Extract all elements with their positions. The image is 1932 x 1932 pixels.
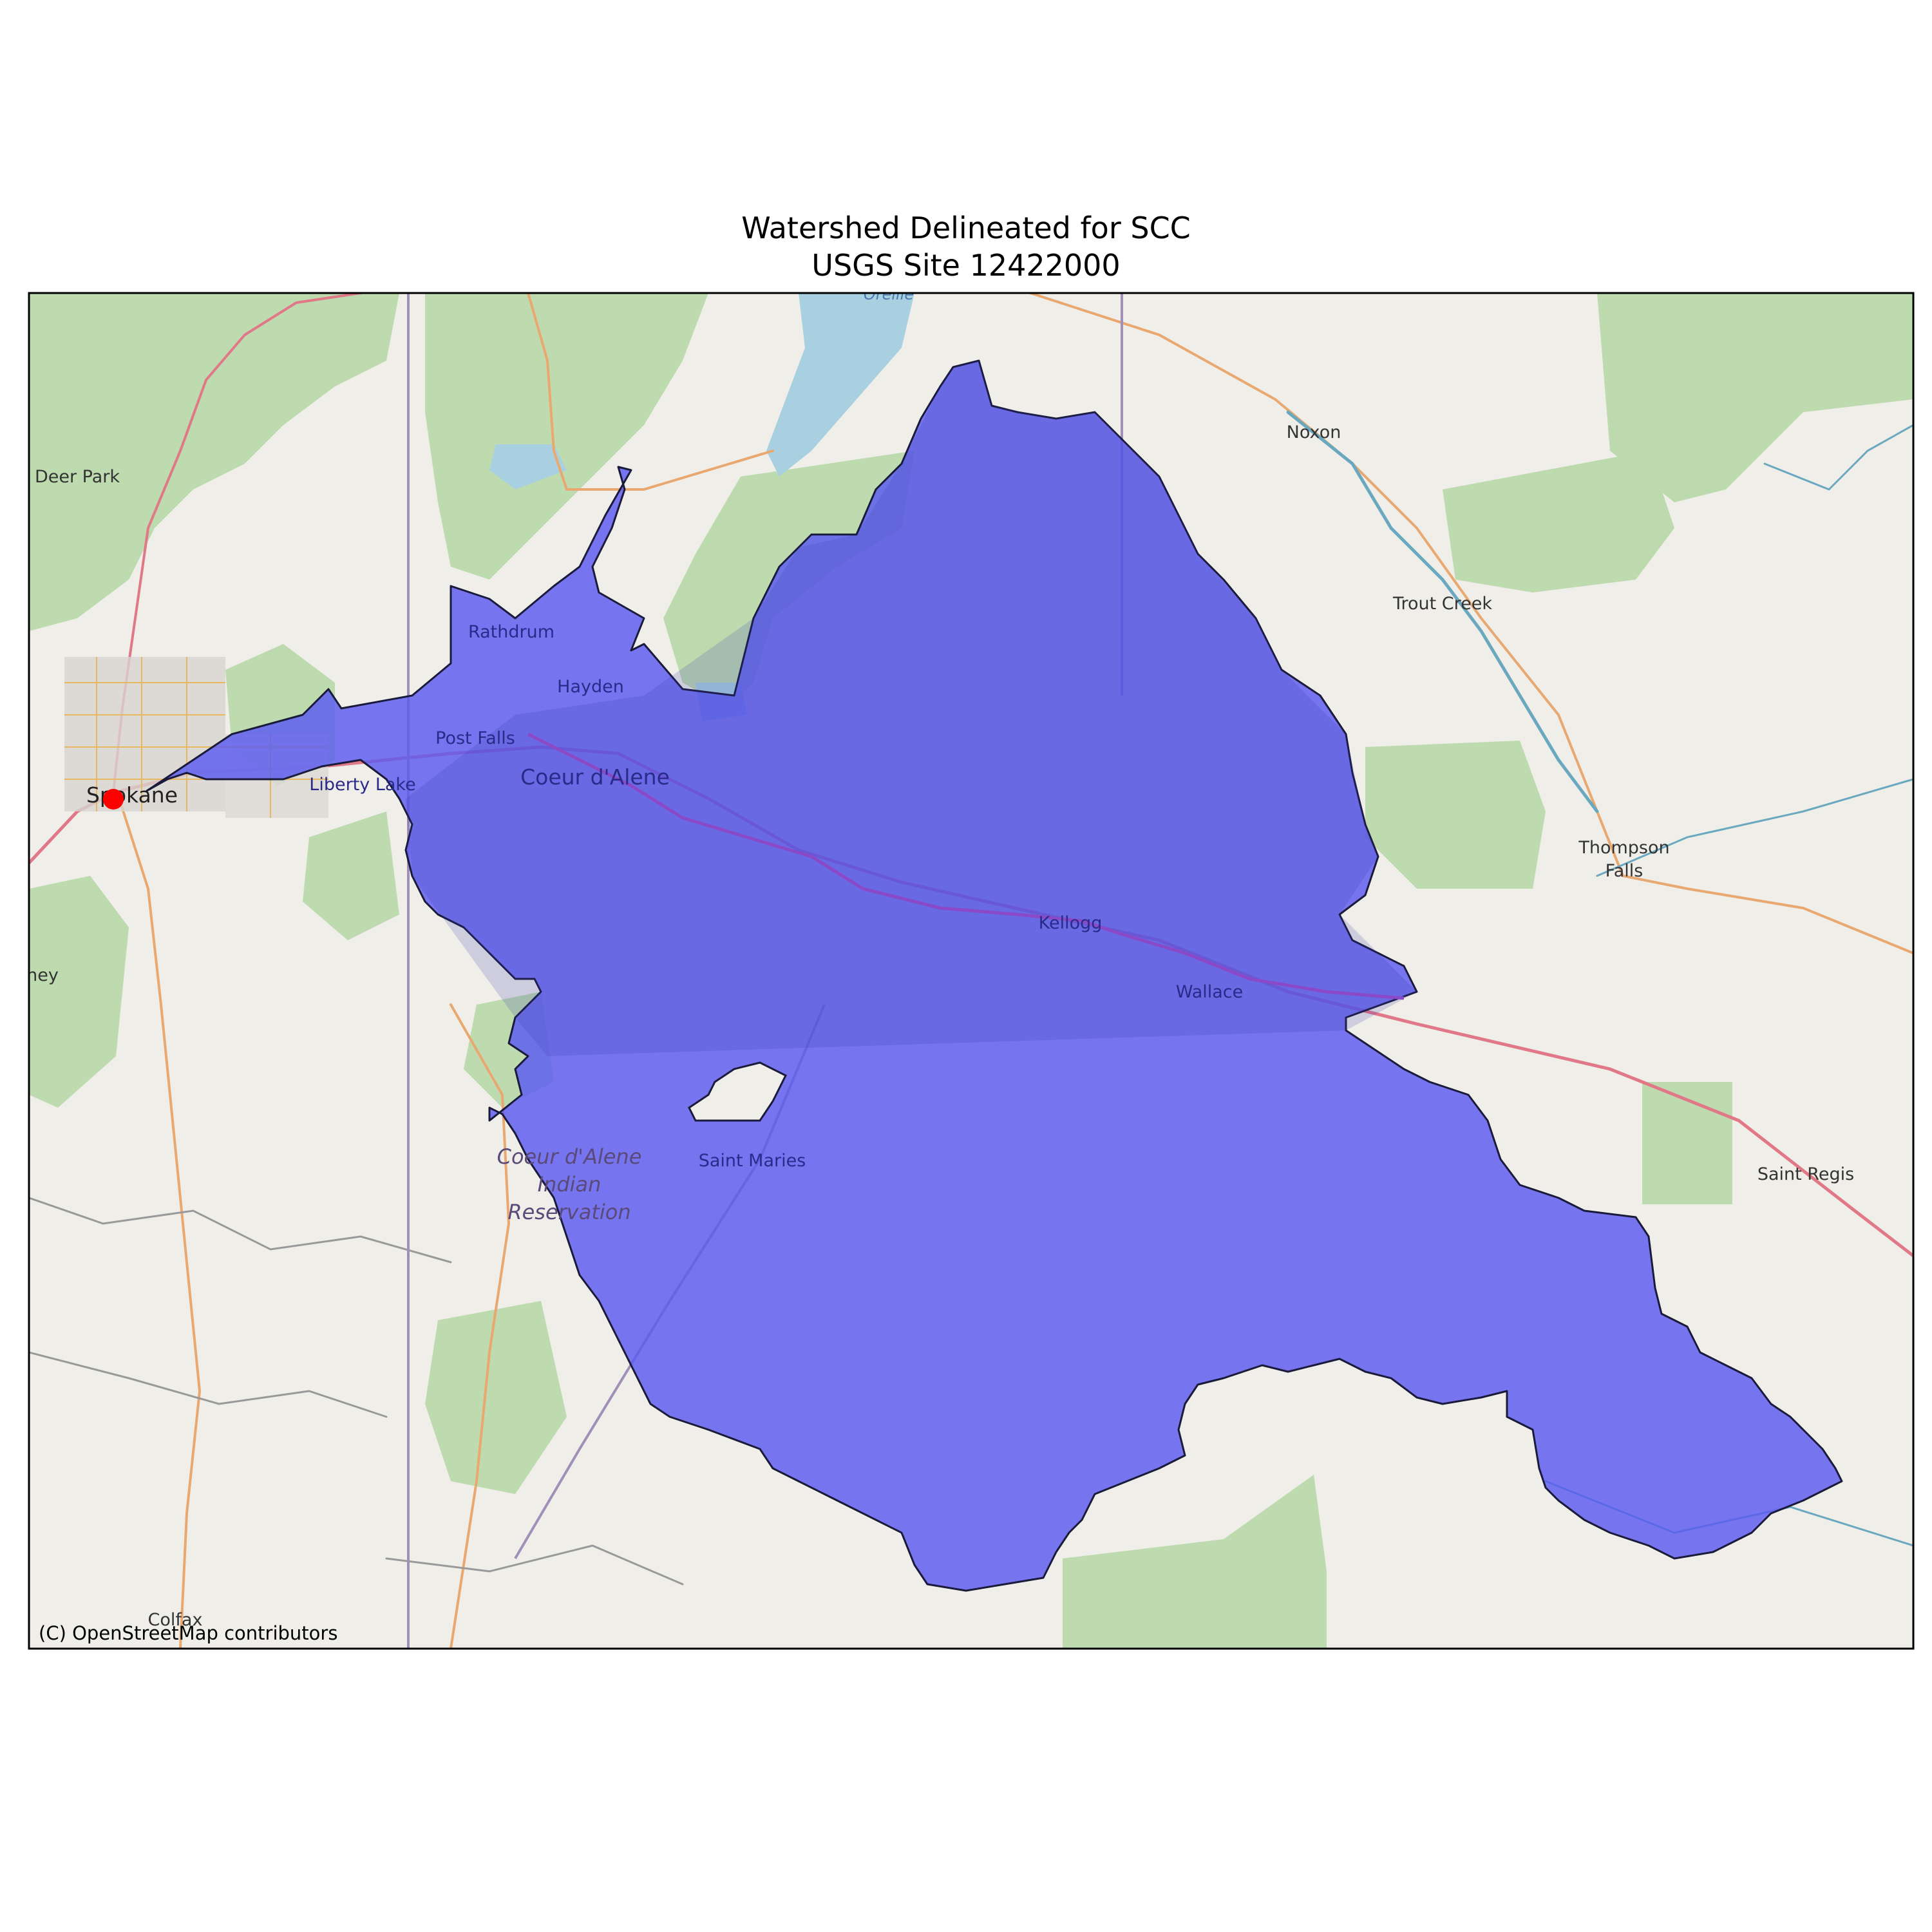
label-falls: Falls (1605, 861, 1643, 881)
title-line-1: Watershed Delineated for SCC (741, 211, 1191, 245)
label-colfax: Colfax (148, 1610, 203, 1630)
label-post-falls: Post Falls (435, 728, 515, 748)
label-hayden: Hayden (557, 677, 624, 697)
label-ney: ney (26, 965, 59, 985)
map-frame (28, 292, 1915, 1650)
label-oreille: Oreille (864, 285, 914, 303)
label-reservation-2: Indian (538, 1172, 601, 1197)
watershed-polygon[interactable] (146, 359, 1843, 1592)
title-line-2: USGS Site 12422000 (811, 248, 1121, 283)
gauge-point-icon[interactable] (103, 789, 124, 810)
basemap: Oreille Deer Park Noxon Trout Creek Rath… (26, 285, 1913, 1649)
label-kellogg: Kellogg (1039, 913, 1103, 933)
forest-areas (29, 293, 1913, 1649)
figure-title: Watershed Delineated for SCC USGS Site 1… (0, 209, 1932, 284)
label-trout-creek: Trout Creek (1392, 594, 1492, 614)
label-reservation-3: Reservation (507, 1200, 630, 1224)
label-noxon: Noxon (1287, 422, 1341, 442)
label-saint-regis: Saint Regis (1757, 1164, 1854, 1184)
map-attribution: (C) OpenStreetMap contributors (39, 1622, 337, 1644)
watershed-hole (688, 1061, 788, 1122)
label-rathdrum: Rathdrum (468, 622, 554, 642)
label-wallace: Wallace (1176, 982, 1244, 1002)
label-deer-park: Deer Park (35, 467, 120, 487)
label-liberty-lake: Liberty Lake (309, 775, 415, 795)
label-reservation-1: Coeur d'Alene (497, 1144, 642, 1169)
label-spokane: Spokane (86, 782, 178, 808)
label-saint-maries: Saint Maries (699, 1151, 806, 1171)
place-labels: Oreille Deer Park Noxon Trout Creek Rath… (26, 285, 1854, 1630)
label-coeur-dalene: Coeur d'Alene (520, 764, 670, 790)
label-thompson: Thompson (1578, 838, 1669, 858)
